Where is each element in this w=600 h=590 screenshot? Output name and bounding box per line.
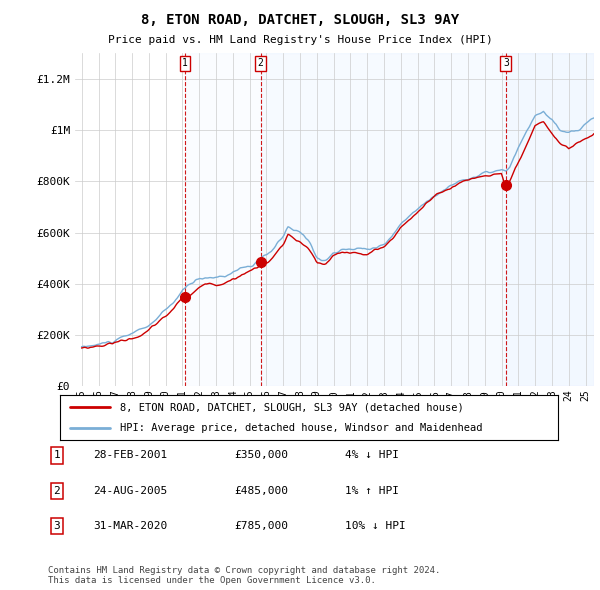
Bar	[506, 53, 594, 386]
Text: Price paid vs. HM Land Registry's House Price Index (HPI): Price paid vs. HM Land Registry's House …	[107, 35, 493, 45]
Bar	[260, 53, 594, 386]
Text: 31-MAR-2020: 31-MAR-2020	[93, 522, 167, 531]
Text: 2: 2	[257, 58, 263, 68]
Text: 24-AUG-2005: 24-AUG-2005	[93, 486, 167, 496]
Text: £785,000: £785,000	[234, 522, 288, 531]
Text: 2: 2	[53, 486, 61, 496]
Text: £485,000: £485,000	[234, 486, 288, 496]
Text: Contains HM Land Registry data © Crown copyright and database right 2024.
This d: Contains HM Land Registry data © Crown c…	[48, 566, 440, 585]
Text: 3: 3	[503, 58, 509, 68]
Text: 3: 3	[53, 522, 61, 531]
Text: 1% ↑ HPI: 1% ↑ HPI	[345, 486, 399, 496]
Bar	[185, 53, 594, 386]
Text: 1: 1	[53, 451, 61, 460]
Text: 10% ↓ HPI: 10% ↓ HPI	[345, 522, 406, 531]
Text: 1: 1	[182, 58, 188, 68]
Text: HPI: Average price, detached house, Windsor and Maidenhead: HPI: Average price, detached house, Wind…	[120, 422, 482, 432]
Text: 4% ↓ HPI: 4% ↓ HPI	[345, 451, 399, 460]
Text: £350,000: £350,000	[234, 451, 288, 460]
Text: 28-FEB-2001: 28-FEB-2001	[93, 451, 167, 460]
Text: 8, ETON ROAD, DATCHET, SLOUGH, SL3 9AY: 8, ETON ROAD, DATCHET, SLOUGH, SL3 9AY	[141, 13, 459, 27]
Text: 8, ETON ROAD, DATCHET, SLOUGH, SL3 9AY (detached house): 8, ETON ROAD, DATCHET, SLOUGH, SL3 9AY (…	[120, 402, 464, 412]
